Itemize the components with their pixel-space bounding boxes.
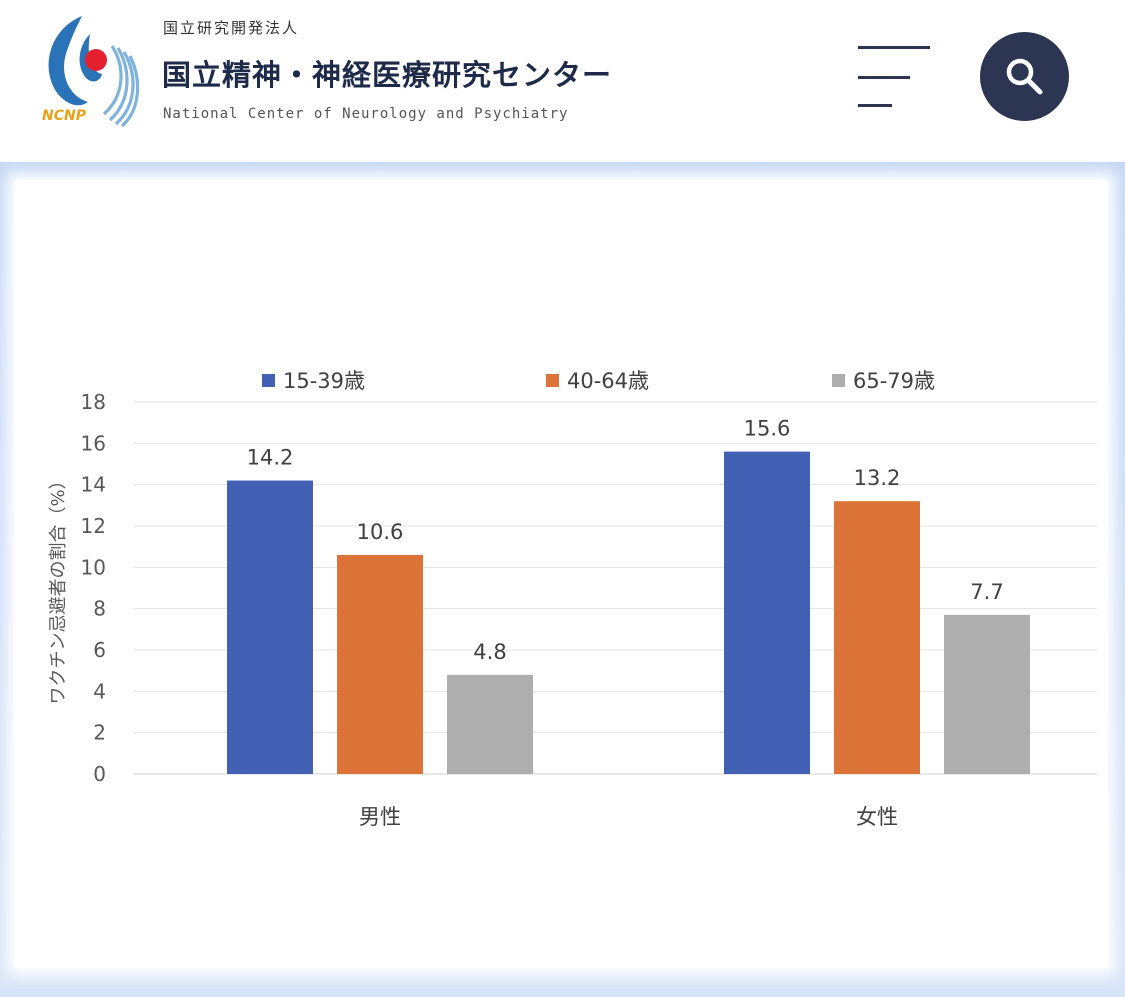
bar-male-series-2[interactable] [337, 554, 423, 774]
legend-item[interactable]: 15-39歳 [283, 369, 365, 393]
y-axis-label: ワクチン忌避者の割合（%） [48, 471, 69, 704]
data-label: 4.8 [473, 640, 506, 664]
y-tick-label: 6 [93, 638, 106, 662]
category-label: 男性 [359, 805, 401, 829]
y-tick-label: 0 [93, 762, 106, 786]
y-tick-label: 8 [93, 597, 106, 621]
category-label: 女性 [856, 805, 898, 829]
chart-frame: 0 2 4 6 8 10 12 14 16 18 ワクチン忌避者の割合（%） 14.2 10.6 4.8 男… [0, 162, 1125, 997]
data-label: 13.2 [854, 466, 901, 490]
legend-item[interactable]: 65-79歳 [853, 369, 935, 393]
legend-item[interactable]: 40-64歳 [567, 369, 649, 393]
chart-panel: 0 2 4 6 8 10 12 14 16 18 ワクチン忌避者の割合（%） 14.2 10.6 4.8 男… [14, 180, 1108, 968]
bar-male-series-3[interactable] [447, 674, 533, 774]
bar-chart: 0 2 4 6 8 10 12 14 16 18 ワクチン忌避者の割合（%） 14.2 10.6 4.8 男… [48, 369, 1097, 829]
site-header: NCNP 国立研究開発法人 国立精神・神経医療研究センター National C… [0, 0, 1125, 160]
y-tick-label: 10 [81, 555, 106, 579]
org-name[interactable]: 国立精神・神経医療研究センター [162, 58, 613, 92]
data-label: 7.7 [970, 580, 1003, 604]
y-tick-label: 18 [81, 390, 106, 414]
data-label: 14.2 [247, 446, 294, 470]
logo-text: NCNP [42, 108, 87, 124]
y-tick-label: 14 [81, 473, 106, 497]
ncnp-logo[interactable]: NCNP [38, 12, 150, 130]
search-button[interactable] [980, 32, 1069, 121]
menu-button[interactable] [852, 40, 936, 114]
bar-female-series-3[interactable] [944, 614, 1030, 774]
y-tick-label: 2 [93, 721, 106, 745]
data-label: 10.6 [357, 520, 404, 544]
y-tick-label: 16 [81, 431, 106, 455]
bar-female-series-1[interactable] [724, 451, 810, 774]
bar-male-series-1[interactable] [227, 480, 313, 774]
legend-swatch [262, 374, 275, 387]
org-english-name: National Center of Neurology and Psychia… [163, 106, 569, 122]
org-subtitle: 国立研究開発法人 [163, 19, 300, 37]
legend-swatch [546, 374, 559, 387]
bar-female-series-2[interactable] [834, 501, 920, 774]
magnifier-search-icon [1006, 58, 1043, 95]
y-tick-label: 4 [93, 679, 106, 703]
legend-swatch [832, 374, 845, 387]
y-tick-label: 12 [81, 514, 106, 538]
data-label: 15.6 [744, 417, 791, 441]
